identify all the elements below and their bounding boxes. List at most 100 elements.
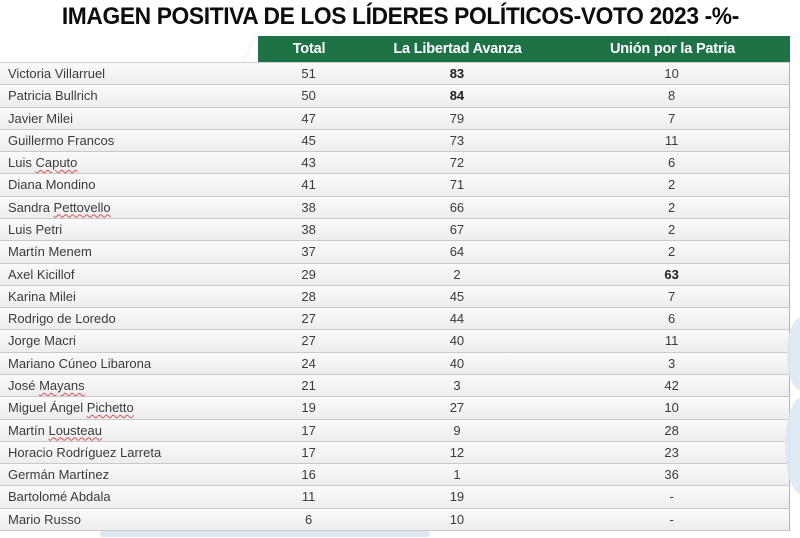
leader-name: Axel Kicillof (8, 266, 75, 282)
table-row: Luis Caputo 43 72 6 (0, 152, 789, 175)
table-row: Bartolomé Abdala 11 19 - (0, 486, 789, 509)
leader-name: Horacio Rodríguez Larreta (8, 444, 162, 460)
leader-name: Diana Mondino (8, 177, 96, 193)
table-row: Guillermo Francos 45 73 11 (0, 129, 789, 153)
lla-value: 79 (449, 110, 465, 126)
up-value: 28 (664, 422, 679, 438)
lla-value: 19 (449, 489, 465, 505)
leader-name: Patricia Bullrich (8, 88, 98, 104)
table-header: Total La Libertad Avanza Unión por la Pa… (258, 36, 790, 62)
lla-value: 64 (449, 244, 465, 260)
table-row: Mariano Cúneo Libarona 24 40 3 (0, 352, 789, 375)
total-value: 50 (301, 88, 316, 104)
table-row: José Mayans 21 3 42 (0, 374, 789, 398)
leader-name: Miguel Ángel Pichetto (8, 400, 134, 416)
lla-value: 9 (453, 422, 461, 438)
total-value: 47 (301, 110, 316, 126)
leader-name: Martín Menem (8, 244, 92, 260)
leaders-table: Victoria Villarruel 51 83 10 Patricia Bullri… (0, 62, 790, 531)
lla-value: 27 (449, 400, 465, 416)
lla-value: 1 (453, 467, 461, 483)
table-row: Germán Martínez 16 1 36 (0, 464, 789, 487)
total-value: 29 (301, 266, 316, 282)
leader-name: Javier Milei (8, 110, 74, 126)
title-row: IMAGEN POSITIVA DE LOS LÍDERES POLÍTICOS… (0, 3, 800, 31)
column-header-total: Total (292, 41, 326, 57)
column-header-la-libertad-avanza: La Libertad Avanza (393, 41, 522, 57)
table-row: Sandra Pettovello 38 66 2 (0, 196, 789, 219)
column-header-union-por-la-patria: Unión por la Patria (609, 41, 736, 57)
up-value: 3 (668, 355, 676, 371)
leader-name: Martín Lousteau (8, 422, 102, 438)
table-row: Martín Lousteau 17 9 28 (0, 419, 789, 442)
up-value: 2 (668, 221, 676, 237)
lla-value: 83 (449, 66, 465, 81)
up-value: 6 (668, 155, 676, 171)
total-value: 16 (301, 467, 316, 483)
table-row: Victoria Villarruel 51 83 10 (0, 63, 789, 86)
total-value: 6 (305, 511, 313, 527)
leader-name: Karina Milei (8, 288, 76, 304)
up-value: 7 (668, 110, 676, 126)
leader-name: Luis Petri (8, 221, 63, 237)
decorative-bottom-strip (100, 531, 430, 537)
lla-value: 44 (449, 311, 465, 327)
lla-value: 73 (449, 132, 465, 148)
table-row: Karina Milei 28 45 7 (0, 285, 789, 309)
lla-value: 40 (449, 333, 465, 349)
table-row: Jorge Macri 27 40 11 (0, 330, 789, 353)
lla-value: 40 (449, 355, 465, 371)
total-value: 38 (301, 199, 316, 215)
table-row: Horacio Rodríguez Larreta 17 12 23 (0, 441, 789, 465)
up-value: 10 (664, 400, 679, 416)
up-value: 36 (664, 467, 679, 483)
misspelled-word: Mayans (39, 377, 85, 393)
total-value: 28 (301, 288, 316, 304)
leader-name: Bartolomé Abdala (8, 489, 111, 505)
leader-name: Luis Caputo (8, 155, 78, 171)
leader-name: Mariano Cúneo Libarona (8, 355, 152, 371)
total-value: 27 (301, 311, 316, 327)
misspelled-word: Lousteau (48, 422, 102, 438)
table-row: Javier Milei 47 79 7 (0, 107, 789, 130)
total-value: 43 (301, 155, 316, 171)
table-row: Miguel Ángel Pichetto 19 27 10 (0, 397, 789, 420)
leader-name: Guillermo Francos (8, 132, 115, 148)
lla-value: 67 (449, 221, 465, 237)
misspelled-word: Pettovello (53, 199, 111, 215)
up-value: 8 (668, 88, 676, 104)
total-value: 38 (301, 221, 316, 237)
up-value: 11 (664, 333, 679, 349)
leader-name: José Mayans (8, 377, 85, 393)
lla-value: 3 (453, 377, 461, 393)
leader-name: Jorge Macri (8, 333, 76, 349)
total-value: 17 (301, 422, 316, 438)
up-value: 63 (664, 266, 679, 282)
total-value: 51 (301, 66, 316, 81)
lla-value: 71 (449, 177, 465, 193)
up-value: 7 (668, 288, 676, 304)
table-row: Mario Russo 6 10 - (0, 508, 789, 531)
table-row: Axel Kicillof 29 2 63 (0, 263, 789, 286)
up-value: 11 (664, 132, 679, 148)
lla-value: 2 (453, 266, 461, 282)
lla-value: 84 (449, 88, 465, 104)
leader-name: Sandra Pettovello (8, 199, 111, 215)
total-value: 24 (301, 355, 316, 371)
total-value: 41 (301, 177, 316, 193)
table-row: Diana Mondino 41 71 2 (0, 174, 789, 197)
up-value: 23 (664, 444, 679, 460)
total-value: 27 (301, 333, 316, 349)
total-value: 19 (301, 400, 316, 416)
up-value: 2 (668, 199, 676, 215)
lla-value: 45 (449, 288, 465, 304)
lla-value: 66 (449, 199, 465, 215)
lla-value: 72 (449, 155, 465, 171)
up-value: 2 (668, 244, 676, 260)
table-row: Rodrigo de Loredo 27 44 6 (0, 308, 789, 331)
total-value: 45 (301, 132, 316, 148)
up-value: - (669, 511, 674, 527)
leader-name: Victoria Villarruel (8, 66, 106, 81)
table-row: Luis Petri 38 67 2 (0, 218, 789, 242)
